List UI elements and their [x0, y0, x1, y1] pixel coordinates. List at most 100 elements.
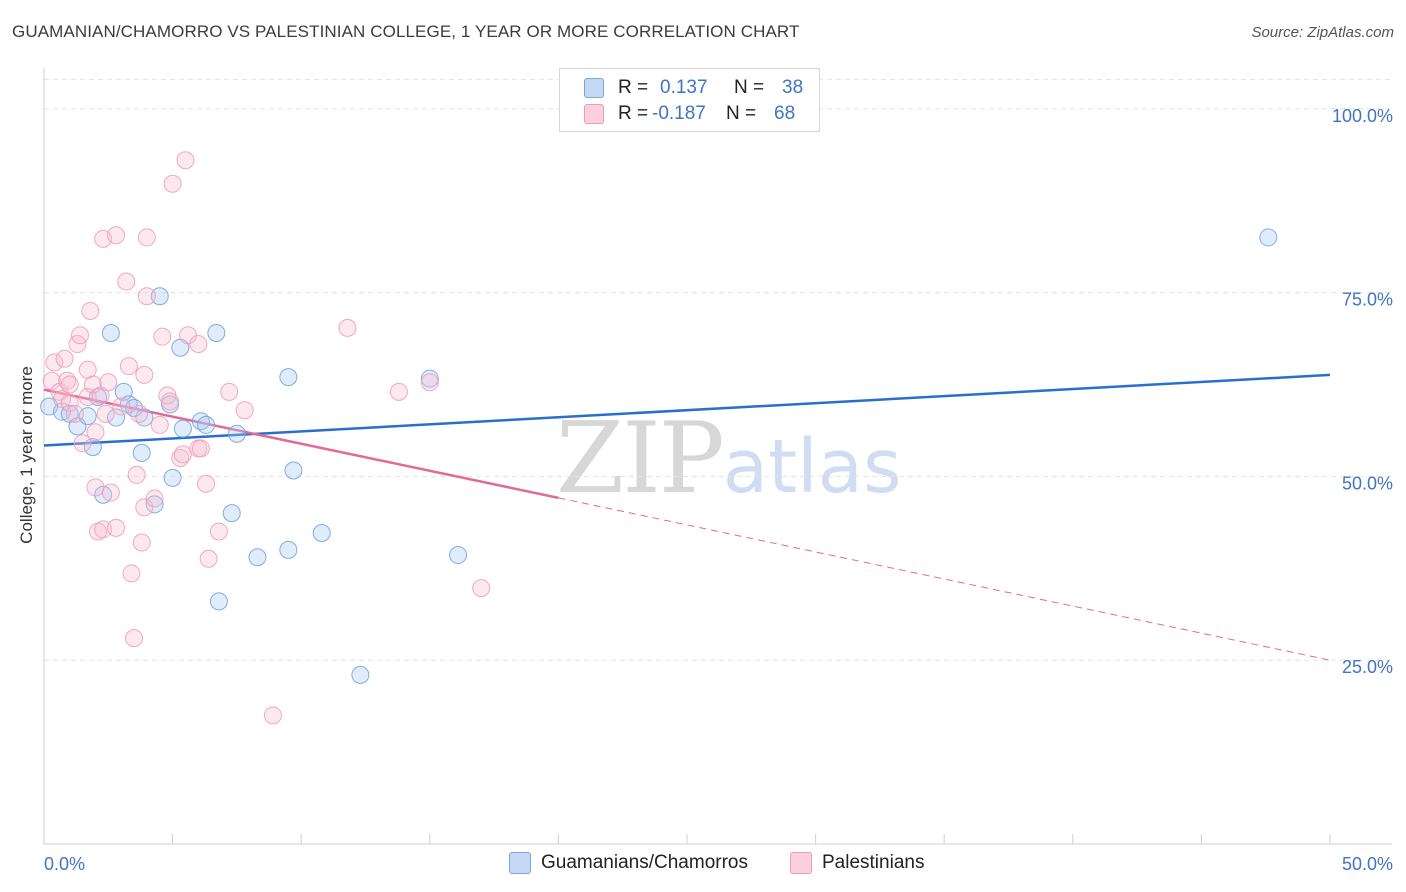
legend-item-palestinians[interactable]: Palestinians	[790, 852, 924, 874]
point-guamanian	[132, 443, 151, 462]
point-palestinian	[119, 357, 138, 376]
point-guamanian	[279, 368, 298, 387]
point-palestinian	[150, 415, 169, 434]
legend-r-value: -0.187	[652, 103, 706, 124]
y-tick-label: 75.0%	[1342, 290, 1393, 310]
point-palestinian	[91, 386, 110, 405]
point-palestinian	[176, 151, 195, 170]
trend-line-palestinian-extrapolated	[558, 497, 1331, 661]
point-palestinian	[86, 478, 105, 497]
x-tick-label-max: 50.0%	[1342, 854, 1393, 874]
point-guamanian	[83, 437, 102, 456]
legend-row-palestinian: R = -0.187 N = 68	[584, 102, 795, 126]
point-palestinian	[179, 326, 198, 345]
legend-item-guamanians[interactable]: Guamanians/Chamorros	[509, 852, 748, 874]
point-palestinian	[122, 564, 141, 583]
point-guamanian	[279, 540, 298, 559]
point-palestinian	[189, 335, 208, 354]
legend-n-value: 38	[782, 77, 804, 98]
point-palestinian	[107, 226, 126, 245]
point-palestinian	[132, 533, 151, 552]
legend-swatch-blue	[584, 78, 604, 98]
point-palestinian	[99, 373, 118, 392]
x-tick-label-min: 0.0%	[44, 854, 85, 874]
source-label: Source: ZipAtlas.com	[1251, 24, 1394, 41]
correlation-legend: R = 0.137 N = 38 R = -0.187 N = 68	[559, 68, 820, 132]
point-guamanian	[101, 324, 120, 343]
watermark: ZIPatlas	[556, 402, 902, 516]
point-guamanian	[1259, 228, 1278, 247]
point-guamanian	[191, 412, 210, 431]
point-guamanian	[163, 468, 182, 487]
point-palestinian	[263, 706, 282, 725]
point-palestinian	[96, 404, 115, 423]
point-palestinian	[135, 365, 154, 384]
legend-row-guamanian: R = 0.137 N = 38	[584, 76, 803, 100]
legend-item-label: Palestinians	[822, 852, 925, 873]
point-palestinian	[112, 397, 131, 416]
point-guamanian	[449, 546, 468, 565]
point-palestinian	[65, 404, 84, 423]
legend-item-label: Guamanians/Chamorros	[541, 852, 748, 873]
y-tick-label: 25.0%	[1342, 657, 1393, 677]
point-palestinian	[235, 401, 254, 420]
point-guamanian	[248, 548, 267, 567]
point-palestinian	[197, 474, 216, 493]
point-palestinian	[137, 228, 156, 247]
point-palestinian	[153, 327, 172, 346]
point-palestinian	[389, 382, 408, 401]
point-guamanian	[145, 495, 164, 514]
legend-n-label: N =	[726, 103, 757, 124]
y-tick-label: 100.0%	[1332, 106, 1393, 126]
legend-r-label: R =	[618, 77, 649, 98]
series-legend: Guamanians/Chamorros Palestinians	[0, 852, 1406, 878]
point-palestinian	[86, 423, 105, 442]
point-palestinian	[338, 318, 357, 337]
point-guamanian	[222, 504, 241, 523]
legend-r-value: 0.137	[660, 77, 708, 98]
gridlines	[44, 78, 1392, 661]
point-palestinian	[135, 498, 154, 517]
legend-n-label: N =	[734, 77, 765, 98]
point-palestinian	[117, 272, 136, 291]
point-guamanian	[107, 408, 126, 427]
point-palestinian	[55, 349, 74, 368]
legend-swatch-pink	[790, 852, 812, 874]
point-guamanian	[207, 324, 226, 343]
point-palestinian	[163, 174, 182, 193]
point-palestinian	[161, 392, 180, 411]
legend-r-label: R =	[618, 103, 649, 124]
axes	[43, 68, 1392, 845]
point-palestinian	[145, 489, 164, 508]
point-palestinian	[420, 373, 439, 392]
point-guamanian	[312, 523, 331, 542]
watermark-zip: ZIP	[556, 402, 725, 516]
point-palestinian	[81, 301, 100, 320]
legend-swatch-blue	[509, 852, 531, 874]
point-palestinian	[127, 465, 146, 484]
legend-swatch-pink	[584, 104, 604, 124]
point-palestinian	[60, 393, 79, 412]
point-guamanian	[351, 665, 370, 684]
point-palestinian	[137, 287, 156, 306]
watermark-atlas: atlas	[722, 424, 902, 510]
point-guamanian	[150, 287, 169, 306]
point-palestinian	[173, 445, 192, 464]
point-palestinian	[71, 326, 90, 345]
point-palestinian	[45, 353, 64, 372]
chart-title: GUAMANIAN/CHAMORRO VS PALESTINIAN COLLEG…	[12, 22, 800, 41]
point-palestinian	[130, 404, 149, 423]
tick-labels: 25.0% 50.0% 75.0% 100.0% 0.0% 50.0%	[44, 106, 1393, 874]
point-palestinian	[220, 382, 239, 401]
point-guamanian	[197, 415, 216, 434]
point-palestinian	[209, 522, 228, 541]
point-palestinian	[101, 483, 120, 502]
point-palestinian	[73, 434, 92, 453]
point-guamanian	[284, 461, 303, 480]
point-guamanian	[135, 408, 154, 427]
data-points	[40, 151, 1278, 725]
point-guamanian	[173, 419, 192, 438]
point-guamanian	[209, 592, 228, 611]
point-palestinian	[199, 549, 218, 568]
